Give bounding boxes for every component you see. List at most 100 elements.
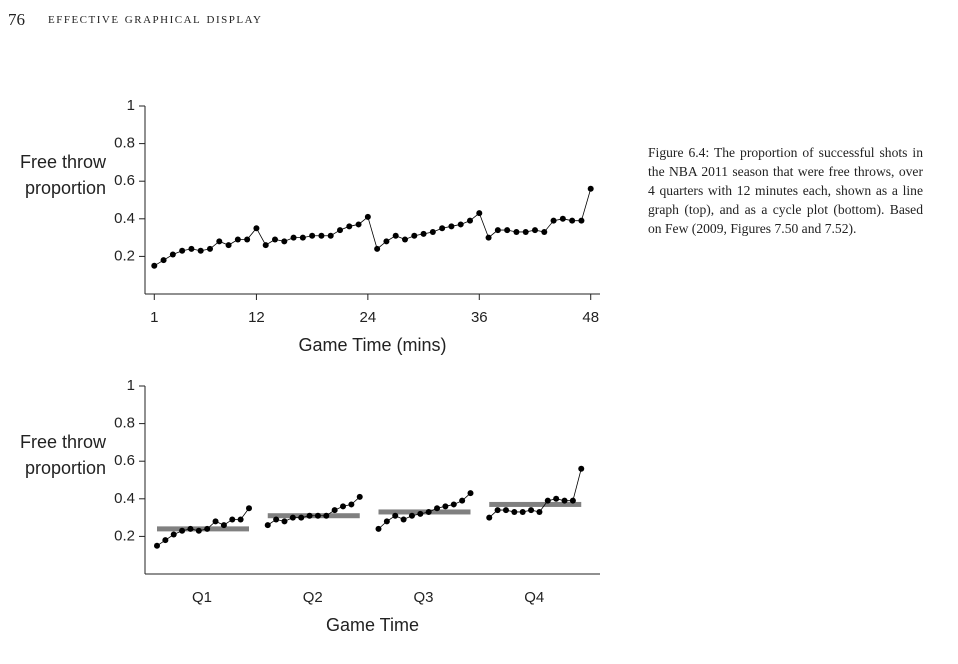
data-point (408, 512, 415, 519)
x-tick-label: Q2 (303, 589, 323, 606)
data-point (417, 510, 424, 517)
data-point (151, 262, 158, 269)
data-point (476, 210, 483, 217)
data-point (306, 512, 313, 519)
data-point (434, 505, 441, 512)
data-point (154, 542, 160, 549)
data-point (225, 242, 232, 249)
data-point (553, 495, 560, 502)
data-point (511, 508, 518, 515)
data-point (229, 516, 236, 523)
data-point (318, 232, 325, 239)
y-tick-label: 0.4 (114, 210, 135, 227)
y-tick-label: 0.2 (114, 527, 135, 544)
data-point (356, 493, 363, 500)
data-point (383, 238, 390, 245)
data-point (197, 247, 204, 254)
data-point (561, 497, 568, 504)
data-point (392, 512, 399, 519)
data-point (578, 465, 585, 472)
data-point (383, 518, 390, 525)
data-point (298, 514, 305, 521)
data-point (281, 238, 288, 245)
x-tick-label: 36 (471, 309, 488, 326)
data-point (400, 516, 407, 523)
data-point (486, 514, 493, 521)
mean-bar (378, 509, 471, 515)
x-axis-label: Game Time (mins) (298, 335, 446, 355)
data-point (587, 185, 594, 192)
data-point (337, 227, 343, 234)
data-point (170, 531, 177, 538)
data-point (262, 242, 269, 249)
x-axis-label: Game Time (326, 615, 419, 635)
data-point (429, 228, 436, 235)
data-point (550, 217, 557, 224)
data-point (216, 238, 223, 245)
data-point (375, 525, 382, 532)
data-point (195, 527, 202, 534)
data-point (439, 225, 446, 232)
data-point (299, 234, 306, 241)
data-point (522, 228, 529, 235)
x-tick-label: 48 (582, 309, 599, 326)
data-point (331, 507, 338, 514)
running-title: effective graphical display (48, 11, 263, 27)
page-number: 76 (8, 10, 25, 29)
data-point (532, 227, 538, 234)
x-tick-label: Q3 (413, 589, 433, 606)
data-point (346, 223, 353, 230)
data-point (411, 232, 418, 239)
y-tick-label: 0.6 (114, 172, 135, 189)
data-point (234, 236, 241, 243)
data-point (541, 228, 548, 235)
data-point (528, 507, 535, 514)
data-point (169, 251, 176, 258)
data-point (327, 232, 334, 239)
data-point (578, 217, 585, 224)
x-tick-label: 24 (360, 309, 377, 326)
mean-bar (157, 526, 249, 532)
data-point (392, 232, 399, 239)
data-point (348, 501, 355, 508)
data-point (162, 537, 169, 544)
data-point (340, 503, 347, 510)
data-point (212, 518, 219, 525)
data-point (494, 227, 501, 234)
data-point (355, 221, 362, 228)
data-point (485, 234, 492, 241)
data-point (544, 497, 551, 504)
data-point (272, 236, 278, 243)
data-point (237, 516, 244, 523)
data-point (459, 497, 466, 504)
data-point (448, 223, 455, 230)
data-point (290, 234, 297, 241)
data-point (402, 236, 408, 243)
data-point (442, 503, 449, 510)
data-point (264, 522, 271, 529)
data-point (467, 217, 473, 224)
figure-caption: Figure 6.4: The proportion of successful… (648, 145, 923, 236)
x-tick-label: Q1 (192, 589, 212, 606)
data-point (364, 213, 371, 220)
data-point (504, 227, 511, 234)
data-point (204, 525, 211, 532)
data-point (253, 225, 260, 232)
data-point (207, 245, 213, 252)
y-tick-label: 1 (127, 377, 135, 394)
data-point (513, 228, 520, 235)
data-point (569, 497, 576, 504)
mean-bar (489, 501, 582, 507)
data-point (273, 516, 280, 523)
data-line (154, 188, 592, 267)
data-point (374, 245, 381, 252)
data-point (519, 508, 526, 515)
data-point (309, 232, 316, 239)
data-point (160, 257, 167, 264)
data-point (425, 508, 432, 515)
data-point (188, 245, 195, 252)
y-tick-label: 0.4 (114, 490, 135, 507)
data-point (494, 507, 501, 514)
data-point (220, 522, 227, 529)
